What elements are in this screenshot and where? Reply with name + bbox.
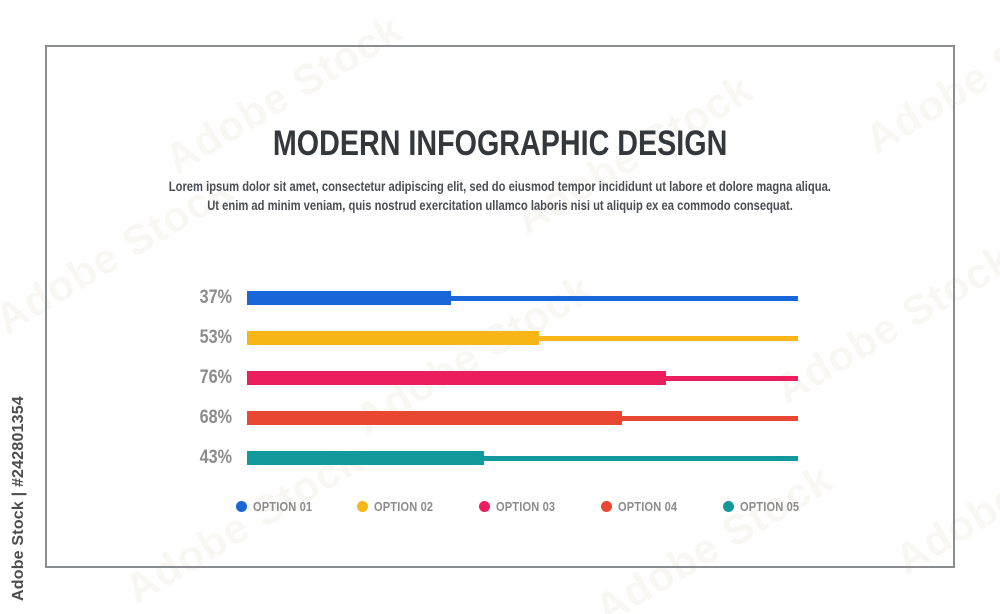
bar-track-line [247, 455, 798, 461]
bar-track [247, 451, 798, 465]
legend-dot-icon [600, 501, 612, 512]
legend-label: OPTION 02 [374, 499, 434, 514]
horizontal-bar-chart: 37% 53% 76% 68% 43% [182, 278, 798, 478]
bar-track [247, 411, 798, 425]
bar-row: 37% [182, 278, 798, 318]
bar-value-label: 76% [199, 367, 232, 388]
legend-item: OPTION 01 [235, 499, 323, 514]
bar-row: 53% [182, 318, 798, 358]
legend-dot-icon [357, 501, 369, 512]
legend-item: OPTION 03 [479, 499, 566, 514]
legend-item: OPTION 04 [600, 499, 688, 514]
bar-track [247, 331, 798, 345]
infographic-description: Lorem ipsum dolor sit amet, consectetur … [0, 177, 1000, 215]
legend-dot-icon [235, 501, 247, 512]
bar-value-label: 37% [199, 287, 232, 308]
bar-row: 43% [182, 438, 798, 478]
chart-legend: OPTION 01 OPTION 02 OPTION 03 OPTION 04 OPTI… [235, 499, 799, 514]
legend-label: OPTION 04 [617, 499, 678, 514]
infographic-title: MODERN INFOGRAPHIC DESIGN [272, 124, 728, 163]
legend-item: OPTION 02 [357, 499, 444, 514]
bar-fill [247, 291, 451, 305]
legend-item: OPTION 05 [722, 499, 810, 514]
image-border-frame [45, 45, 955, 568]
bar-fill [247, 451, 484, 465]
bar-row: 76% [182, 358, 798, 398]
description-line-1: Lorem ipsum dolor sit amet, consectetur … [168, 178, 832, 194]
bar-track [247, 371, 798, 385]
bar-fill [247, 371, 666, 385]
bar-track-line [247, 295, 798, 301]
bar-value-label: 53% [199, 327, 232, 348]
legend-label: OPTION 03 [496, 499, 556, 514]
bar-value-label: 68% [199, 407, 232, 428]
legend-label: OPTION 01 [252, 499, 312, 514]
legend-dot-icon [722, 501, 734, 512]
bar-value-label: 43% [199, 447, 232, 468]
description-line-2: Ut enim ad minim veniam, quis nostrud ex… [207, 197, 793, 213]
bar-fill [247, 411, 622, 425]
bar-track [247, 291, 798, 305]
bar-fill [247, 331, 540, 345]
legend-dot-icon [479, 501, 491, 512]
legend-label: OPTION 05 [739, 499, 799, 514]
bar-row: 68% [182, 398, 798, 438]
